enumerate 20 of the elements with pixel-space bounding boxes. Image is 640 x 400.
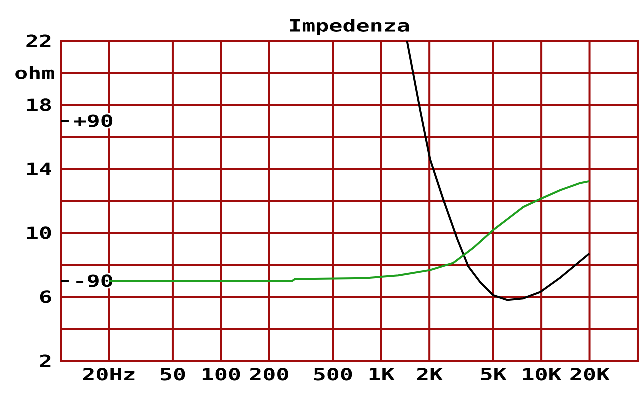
y-tick-label: 18	[28, 98, 52, 112]
y2-tick-label: +90	[74, 114, 113, 128]
x-tick-label: 100	[202, 368, 240, 381]
x-tick-label: 200	[250, 368, 288, 381]
x-tick-label: 20Hz	[83, 368, 135, 381]
chart-title: Impedenza	[290, 19, 410, 36]
x-tick-label: 50	[160, 368, 186, 381]
x-tick-label: 1K	[370, 368, 395, 380]
y-tick-label: 14	[28, 162, 52, 176]
x-tick-label: 20K	[570, 368, 610, 381]
x-tick-label: 500	[314, 368, 352, 381]
y-tick-label: 22	[26, 34, 51, 48]
y-tick-label: 2	[40, 354, 51, 368]
y-axis-title: ohm	[16, 66, 54, 80]
x-tick-label: 2K	[417, 368, 444, 381]
x-tick-label: 5K	[481, 368, 507, 381]
y-tick-label: 10	[28, 226, 52, 240]
y-tick-label: 6	[40, 290, 52, 304]
x-tick-label: 10K	[523, 368, 562, 381]
y2-tick-label: -90	[76, 274, 113, 288]
